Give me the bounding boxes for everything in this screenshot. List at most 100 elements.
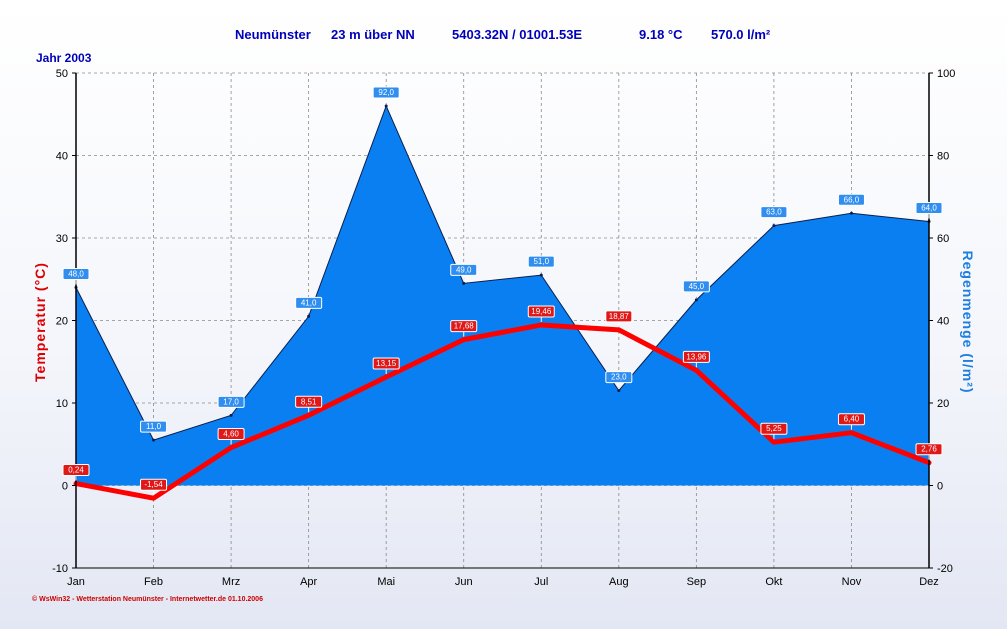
- temperature-data-label: 17,68: [450, 320, 478, 337]
- rain-data-label: 41,0: [295, 296, 323, 314]
- data-label-text: 92,0: [378, 88, 394, 97]
- data-label-box: [217, 428, 245, 441]
- data-label-layer: 48,0 11,0 17,0 41,0 92,0 49,0 51,0 23,0 45,0 63,0…: [62, 86, 943, 496]
- data-label-text: -1,54: [144, 480, 163, 489]
- right-tick-label: 100: [937, 68, 955, 80]
- temperature-data-label: 2,76: [915, 443, 943, 460]
- x-tick-label: Apr: [300, 576, 317, 588]
- data-label-box: [372, 86, 400, 99]
- data-label-text: 18,87: [609, 312, 630, 321]
- data-label-text: 19,46: [531, 307, 552, 316]
- rain-area-edge: [75, 104, 930, 441]
- data-label-box: [682, 280, 710, 293]
- rain-data-label: 45,0: [682, 280, 710, 297]
- data-label-box: [450, 263, 478, 276]
- rain-data-label: 51,0: [527, 255, 555, 273]
- data-label-box: [760, 422, 788, 435]
- x-tick-label: Nov: [842, 576, 862, 588]
- temperature-line-layer: [73, 322, 932, 501]
- data-label-box: [915, 443, 943, 456]
- temperature-data-label: -1,54: [140, 478, 168, 496]
- data-label-text: 4,60: [223, 430, 239, 439]
- temperature-point: [151, 496, 156, 501]
- year-label: Jahr 2003: [36, 51, 92, 65]
- left-tick-label: -10: [52, 563, 68, 575]
- data-label-text: 48,0: [68, 270, 84, 279]
- right-tick-label: 80: [937, 151, 949, 163]
- data-label-text: 45,0: [689, 282, 705, 291]
- x-tick-label: Sep: [687, 576, 707, 588]
- rain-data-label: 23,0: [605, 371, 633, 388]
- data-label-box: [682, 350, 710, 363]
- x-tick-label: Mrz: [222, 576, 240, 588]
- rain-point: [617, 389, 621, 393]
- data-label-text: 41,0: [301, 298, 317, 307]
- data-label-text: 11,0: [146, 422, 162, 431]
- station-coordinates: 5403.32N / 01001.53E: [452, 27, 583, 42]
- data-label-box: [217, 395, 245, 408]
- rain-point: [539, 273, 543, 277]
- credit-line: © WsWin32 - Wetterstation Neumünster - I…: [32, 596, 263, 603]
- temperature-point: [306, 413, 311, 418]
- rain-point: [229, 413, 233, 417]
- left-tick-label: 40: [56, 151, 68, 163]
- temperature-data-label: 4,60: [217, 428, 245, 445]
- data-label-box: [450, 320, 478, 333]
- data-label-box: [605, 310, 633, 323]
- right-tick-label: 60: [937, 233, 949, 245]
- x-tick-label: Aug: [609, 576, 629, 588]
- data-label-text: 5,25: [766, 424, 782, 433]
- right-tick-label: -20: [937, 563, 953, 575]
- x-tick-label: Dez: [919, 576, 939, 588]
- data-label-text: 13,96: [686, 352, 707, 361]
- data-label-box: [837, 413, 865, 426]
- left-tick-label: 50: [56, 68, 68, 80]
- rain-point: [849, 211, 853, 215]
- station-name: Neumünster: [235, 27, 311, 42]
- data-label-text: 13,15: [376, 359, 397, 368]
- rain-point: [694, 298, 698, 302]
- data-label-box: [372, 357, 400, 370]
- data-label-box: [527, 255, 555, 268]
- rain-data-label: 66,0: [837, 193, 865, 211]
- rain-data-label: 17,0: [217, 395, 245, 413]
- data-label-box: [62, 268, 90, 280]
- temperature-point: [461, 337, 466, 342]
- temperature-point: [229, 445, 234, 450]
- temperature-point: [849, 430, 854, 435]
- data-label-box: [140, 478, 168, 491]
- rain-data-label: 49,0: [450, 263, 478, 281]
- temperature-point: [771, 440, 776, 445]
- right-tick-label: 20: [937, 398, 949, 410]
- average-temperature: 9.18 °C: [639, 27, 683, 42]
- rain-area-layer: [74, 104, 931, 486]
- total-rainfall: 570.0 l/m²: [711, 27, 771, 42]
- temperature-data-label: 0,24: [62, 464, 90, 481]
- temperature-data-label: 13,15: [372, 357, 400, 375]
- rain-point: [307, 314, 311, 318]
- temperature-data-label: 8,51: [295, 395, 323, 413]
- data-label-box: [605, 371, 633, 384]
- data-label-box: [62, 464, 90, 477]
- data-label-text: 64,0: [921, 204, 937, 213]
- data-label-text: 6,40: [844, 415, 860, 424]
- data-label-box: [760, 206, 788, 219]
- data-label-text: 17,68: [454, 322, 475, 331]
- data-label-box: [295, 395, 323, 408]
- rain-data-label: 11,0: [140, 420, 168, 438]
- x-tick-label: Feb: [144, 576, 163, 588]
- x-tick-label: Mai: [377, 576, 395, 588]
- data-label-text: 23,0: [611, 373, 627, 382]
- data-label-text: 17,0: [223, 397, 239, 406]
- right-tick-label: 40: [937, 316, 949, 328]
- data-label-box: [140, 420, 168, 433]
- left-tick-label: 30: [56, 233, 68, 245]
- data-label-text: 49,0: [456, 265, 472, 274]
- data-label-text: 8,51: [301, 397, 317, 406]
- data-label-text: 0,24: [68, 466, 84, 475]
- temperature-data-label: 6,40: [837, 413, 865, 430]
- data-label-text: 66,0: [844, 195, 860, 204]
- data-label-box: [837, 193, 865, 206]
- x-tick-label: Jul: [534, 576, 548, 588]
- temperature-point: [539, 322, 544, 327]
